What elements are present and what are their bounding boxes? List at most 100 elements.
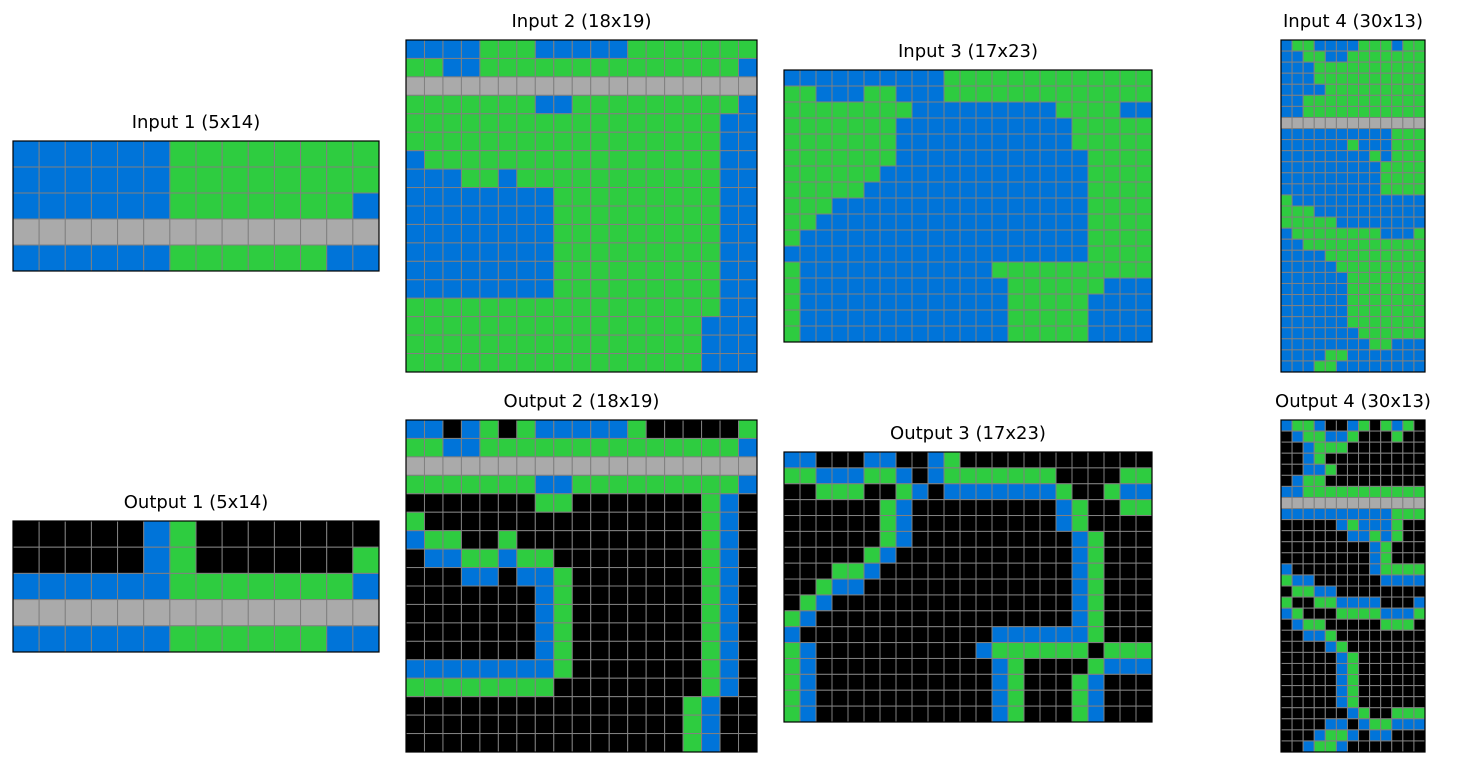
- grid-cell: [1358, 718, 1371, 731]
- grid-cell: [169, 244, 197, 272]
- grid-cell: [831, 562, 849, 580]
- grid-cell: [516, 474, 536, 495]
- grid-cell: [534, 168, 555, 189]
- grid-cell: [1391, 729, 1404, 742]
- grid-cell: [943, 642, 961, 659]
- grid-cell: [497, 567, 518, 587]
- grid-cell: [719, 493, 740, 513]
- grid-cell: [664, 334, 684, 355]
- grid-cell: [534, 223, 555, 244]
- grid-cell: [497, 57, 518, 78]
- grid-cell: [460, 437, 481, 458]
- grid-cell: [1380, 39, 1393, 52]
- grid-cell: [534, 474, 555, 495]
- grid-cell: [943, 626, 961, 644]
- grid-cell: [1369, 327, 1382, 340]
- grid-cell: [1358, 696, 1371, 709]
- grid-cell: [959, 610, 977, 628]
- grid-cell: [117, 140, 145, 168]
- grid-cell: [847, 451, 865, 469]
- grid-cell: [1007, 245, 1025, 263]
- grid-cell: [1280, 83, 1293, 96]
- grid-cell: [1302, 618, 1315, 631]
- grid-cell: [1358, 116, 1371, 130]
- grid-cell: [1413, 249, 1426, 262]
- grid-cell: [497, 113, 518, 133]
- grid-cell: [943, 133, 961, 151]
- grid-cell: [608, 567, 629, 587]
- grid-cell: [195, 218, 223, 246]
- grid-cell: [738, 677, 758, 698]
- grid-cell: [645, 316, 666, 336]
- grid-cell: [221, 218, 249, 246]
- grid-cell: [1369, 718, 1382, 731]
- grid-cell: [1135, 197, 1153, 215]
- grid-cell: [1346, 585, 1360, 598]
- grid-cell: [1413, 316, 1426, 329]
- grid-cell: [815, 673, 833, 691]
- grid-cell: [1402, 316, 1415, 329]
- grid-cell: [799, 657, 817, 675]
- grid-cell: [1023, 451, 1041, 469]
- grid-cell: [1313, 674, 1326, 687]
- grid-cell: [719, 622, 740, 642]
- grid-cell: [701, 316, 721, 336]
- grid-cell: [1402, 463, 1415, 476]
- grid-cell: [497, 279, 518, 299]
- grid-cell: [1291, 116, 1304, 130]
- grid-cell: [1039, 562, 1057, 580]
- grid-cell: [460, 530, 481, 550]
- grid-cell: [847, 229, 865, 247]
- grid-cell: [1391, 260, 1404, 273]
- grid-cell: [1324, 585, 1337, 598]
- grid-cell: [1280, 574, 1293, 587]
- grid-cell: [1087, 277, 1105, 295]
- grid-cell: [1313, 360, 1326, 373]
- grid-cell: [1391, 419, 1404, 432]
- grid-cell: [1369, 452, 1382, 465]
- grid-cell: [1335, 707, 1348, 720]
- grid-cell: [1369, 294, 1382, 307]
- grid-cell: [195, 572, 223, 601]
- grid-cell: [664, 279, 684, 299]
- grid-cell: [1402, 618, 1415, 631]
- grid-cell: [1055, 610, 1073, 628]
- grid-cell: [799, 578, 817, 596]
- grid-cell: [783, 277, 801, 295]
- grid-cell: [405, 39, 425, 59]
- grid-cell: [645, 223, 666, 244]
- grid-cell: [1280, 139, 1293, 152]
- grid-cell: [943, 610, 961, 628]
- grid-cell: [738, 76, 758, 96]
- grid-cell: [1103, 451, 1121, 469]
- grid-cell: [460, 474, 481, 495]
- grid-cell: [627, 353, 647, 373]
- grid-cell: [1358, 419, 1371, 432]
- grid-cell: [847, 101, 865, 119]
- grid-cell: [221, 572, 249, 601]
- grid-cell: [783, 562, 801, 580]
- grid-cell: [571, 223, 592, 244]
- grid-cell: [991, 689, 1009, 707]
- grid-cell: [442, 205, 462, 225]
- grid-cell: [1087, 101, 1105, 119]
- grid-cell: [405, 316, 425, 336]
- grid-cell: [423, 57, 444, 78]
- grid-cell: [553, 567, 573, 587]
- grid-cell: [1302, 496, 1315, 510]
- grid-cell: [1313, 530, 1326, 543]
- grid-cell: [1346, 485, 1360, 498]
- grid-cell: [460, 76, 481, 96]
- grid-cell: [423, 187, 444, 207]
- grid-cell: [1346, 294, 1360, 307]
- grid-cell: [1369, 607, 1382, 620]
- grid-cell: [1007, 309, 1025, 327]
- grid-cell: [1335, 305, 1348, 318]
- grid-cell: [1313, 707, 1326, 720]
- grid-cell: [1023, 499, 1041, 517]
- grid-cell: [1071, 705, 1089, 723]
- grid-cell: [1335, 740, 1348, 753]
- grid-cell: [169, 572, 197, 601]
- grid-cell: [195, 546, 223, 574]
